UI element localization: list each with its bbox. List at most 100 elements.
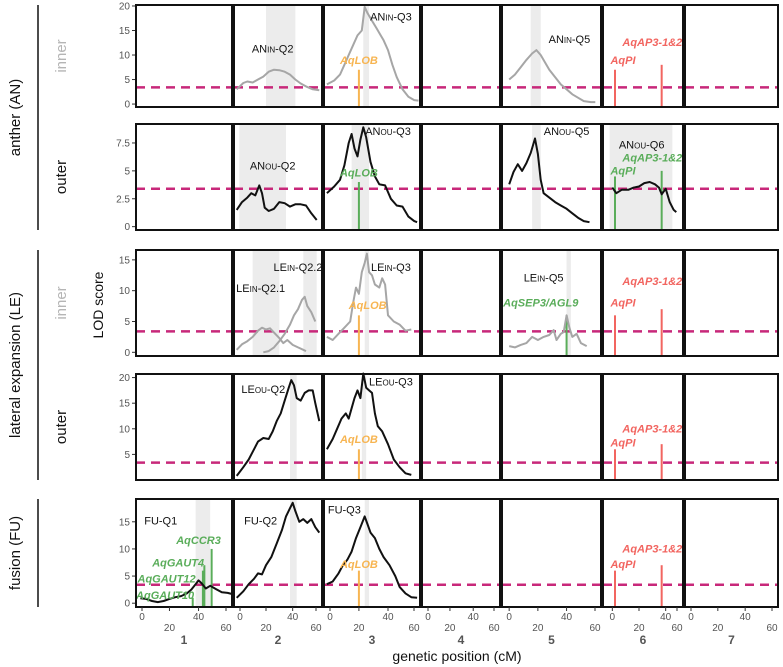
- facet-border: [421, 373, 501, 481]
- facet-border: [233, 4, 323, 108]
- facet-chr-6: AqPI AqAP3-1&2: [602, 4, 684, 108]
- y-tick-label: 15: [119, 399, 131, 410]
- x-tick-label: 60: [488, 623, 500, 634]
- facet-border: [421, 4, 501, 108]
- qtl-suffix: -Q3: [343, 505, 361, 517]
- facet-border: [684, 249, 779, 357]
- qtl-interval-shade: [532, 124, 541, 230]
- y-tick-label: 7.5: [116, 138, 130, 149]
- qtl-interval-shade: [239, 124, 286, 230]
- gene-label: AqAP3-1&2: [621, 153, 682, 165]
- qtl-trait: AN: [544, 126, 559, 138]
- x-tick-label: 0: [425, 612, 431, 623]
- qtl-suffix: -Q2.2: [295, 262, 323, 274]
- qtl-interval-shade: [303, 250, 317, 356]
- lod-curve: [326, 126, 418, 224]
- qtl-trait: AN: [549, 34, 564, 46]
- chromosome-label: 5: [548, 633, 555, 647]
- gene-label: AqSEP3/AGL9: [502, 298, 579, 310]
- qtl-suffix: -Q2: [277, 161, 295, 173]
- x-tick-label: 20: [712, 623, 724, 634]
- chromosome-label: 3: [369, 633, 376, 647]
- gene-label: AqPI: [609, 298, 636, 310]
- y-tick-label: 0: [124, 348, 130, 359]
- gene-label: AqGAUT10: [135, 590, 195, 602]
- lod-curve: [235, 501, 321, 599]
- y-tick-label: 15: [119, 255, 131, 266]
- qtl-suffix: -Q3: [392, 262, 410, 274]
- facet-border: [323, 498, 421, 608]
- lod-curve: [326, 515, 418, 599]
- facet-background: [502, 124, 601, 230]
- y-tick-label: 20: [119, 1, 131, 12]
- qtl-suffix: -Q5: [545, 272, 563, 284]
- y-tick-label: 5: [124, 317, 130, 328]
- qtl-interval-shade: [290, 374, 297, 480]
- facet-border: [602, 123, 684, 231]
- qtl-interval-shade: [252, 250, 280, 356]
- facet-chr-1: [135, 249, 233, 357]
- gene-label: AqGAUT4: [151, 557, 204, 569]
- group-label: fusion (FU): [7, 516, 24, 590]
- qtl-tissue: IN: [537, 274, 545, 283]
- qtl-tissue: OU: [382, 378, 394, 387]
- y-tick-label: 0: [124, 599, 130, 610]
- qtl-trait: AN: [250, 161, 265, 173]
- facet-border: [602, 373, 684, 481]
- facet-chr-7: [684, 123, 779, 231]
- qtl-suffix: -Q5: [572, 34, 590, 46]
- gene-label: AqLOB: [339, 55, 378, 67]
- qtl-label: ANOU-Q5: [544, 126, 590, 138]
- x-axis-label: genetic position (cM): [392, 648, 521, 664]
- qtl-trait: LE: [369, 376, 382, 388]
- x-tick-label: 60: [766, 623, 778, 634]
- facet-border: [323, 4, 421, 108]
- row-label: inner: [53, 286, 70, 319]
- qtl-trait: FU: [328, 505, 343, 517]
- x-tick-label: 60: [310, 623, 322, 634]
- y-tick-label: 10: [119, 286, 131, 297]
- qtl-suffix: -Q3: [394, 376, 412, 388]
- facet-border: [421, 249, 501, 357]
- qtl-label: LEIN-Q2.1: [236, 283, 285, 295]
- facet-border: [135, 498, 233, 608]
- gene-label: AqAP3-1&2: [621, 544, 682, 556]
- facet-background: [234, 499, 322, 607]
- facet-background: [324, 250, 420, 356]
- qtl-tissue: IN: [564, 36, 572, 45]
- facet-border: [135, 4, 233, 108]
- lod-curve: [508, 314, 588, 349]
- x-tick-label: 40: [193, 612, 205, 623]
- x-tick-label: 0: [139, 612, 145, 623]
- y-tick-label: 5: [124, 572, 130, 583]
- facet-chr-4: [421, 249, 501, 357]
- qtl-tissue: IN: [267, 46, 275, 55]
- facet-background: [422, 250, 500, 356]
- plot-area: anther (AN) lateral expansion (LE) fusion …: [7, 1, 779, 647]
- y-tick-label: 5: [124, 75, 130, 86]
- gene-label: AqLOB: [339, 559, 378, 571]
- row-label: inner: [53, 39, 70, 72]
- qtl-suffix: -Q2: [275, 44, 293, 56]
- facet-chr-2: FU-Q2 0 20 40 60 2: [233, 498, 323, 647]
- lod-curve: [326, 252, 412, 341]
- chromosome-label: 6: [640, 633, 647, 647]
- qtl-interval-shade: [566, 250, 571, 356]
- y-tick-label: 10: [119, 51, 131, 62]
- lod-curve: [235, 326, 307, 353]
- qtl-suffix: -Q5: [571, 126, 589, 138]
- facet-chr-5: ANIN-Q5: [501, 4, 602, 108]
- gene-label: AqLOB: [339, 434, 378, 446]
- facet-border: [501, 4, 602, 108]
- qtl-label: ANOU-Q3: [365, 126, 411, 138]
- facet-border: [684, 4, 779, 108]
- facet-chr-1: [135, 123, 233, 231]
- qtl-label: FU-Q2: [244, 516, 277, 528]
- facet-border: [233, 498, 323, 608]
- x-tick-label: 20: [532, 623, 544, 634]
- facet-chr-6: AqPI AqAP3-1&2: [602, 249, 684, 357]
- lod-curve: [235, 184, 318, 221]
- x-tick-label: 20: [260, 623, 272, 634]
